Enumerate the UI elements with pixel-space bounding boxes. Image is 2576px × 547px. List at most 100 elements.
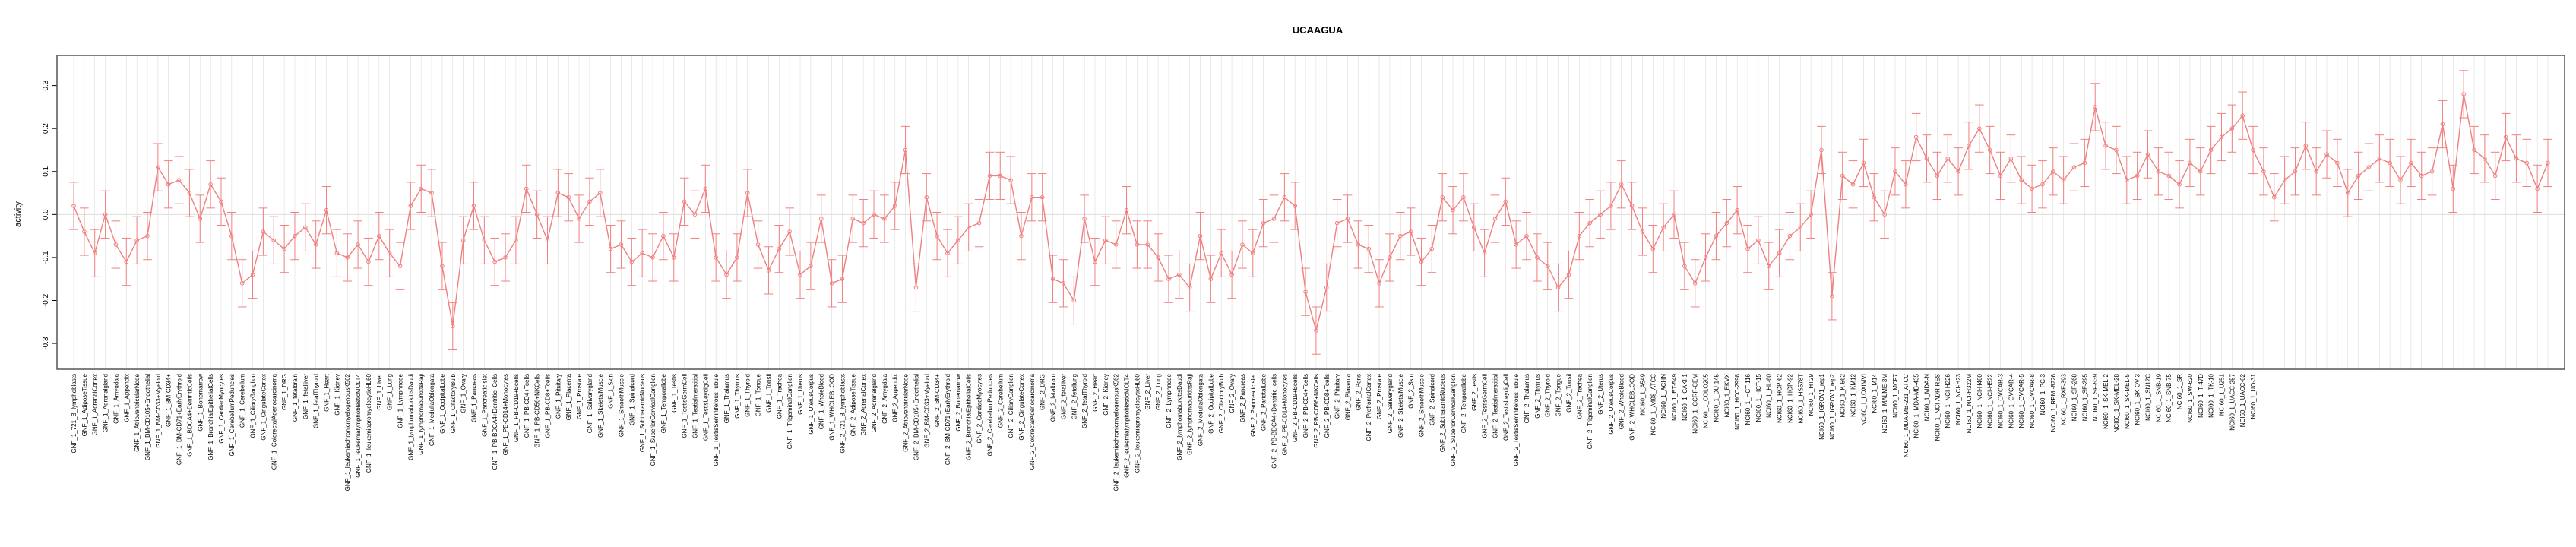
x-tick-label: GNF_2_Thalamus (1524, 374, 1530, 423)
data-point (2366, 165, 2372, 169)
data-point (798, 272, 802, 277)
data-point-group (1069, 276, 1079, 325)
x-tick-label: GNF_1_Amygdala (112, 373, 119, 423)
x-tick-label: GNF_1_SubthalamicNucleus (639, 374, 646, 452)
data-point-group (1974, 104, 1984, 153)
data-point-group (1995, 151, 2005, 201)
data-point (1429, 246, 1435, 251)
data-point (692, 212, 698, 217)
data-point-group (2132, 151, 2142, 201)
data-point (113, 242, 119, 247)
x-tick-label: GNF_1_leukemiachronicmyelogenousK562 (344, 373, 351, 491)
data-point (2271, 194, 2277, 200)
data-point (2030, 186, 2034, 191)
x-tick-label: NCI60_1_UACC-257 (2229, 373, 2236, 430)
data-point-group (2333, 138, 2342, 188)
data-point-group (869, 190, 878, 239)
data-point-group (206, 160, 215, 209)
data-point-group (2143, 130, 2153, 179)
data-point (587, 199, 592, 204)
data-point-group (448, 302, 457, 351)
x-tick-label: GNF_2_Prostate (1376, 373, 1383, 419)
x-tick-label: GNF_2_ColorectalAdenocarcinoma (1029, 373, 1036, 470)
data-point (1566, 272, 1571, 277)
data-point-group (2227, 104, 2237, 153)
data-point (1819, 147, 1824, 153)
x-tick-label: GNF_1_Appendix (123, 374, 130, 422)
data-point (735, 255, 739, 260)
x-tick-label: GNF_2_Pons (1355, 374, 1362, 410)
data-point (1440, 194, 1445, 200)
data-point (755, 242, 761, 247)
x-tick-label: GNF_2_TestisSeminiferousTubule (1513, 373, 1520, 466)
data-point (450, 324, 455, 329)
data-point-group (80, 207, 89, 256)
x-tick-label: NCI60_1_HCC-2998 (1734, 373, 1741, 429)
x-tick-label: NCI60_1_OVCAR-5 (2018, 373, 2025, 428)
x-tick-label: GNF_1_CardiacMyocytes (218, 374, 225, 444)
x-tick-label: GNF_1_UterusCorpus (808, 374, 815, 435)
data-point (2429, 169, 2435, 174)
data-point (1187, 285, 1192, 290)
y-tick-label: -0.2 (42, 293, 50, 307)
x-tick-label: GNF_1_PB-CD19+Bcells (513, 374, 520, 442)
x-tick-label: GNF_2_PB-CD4+Tcells (1302, 374, 1309, 438)
plot-frame (56, 55, 2565, 370)
x-tick-label: GNF_2_Thymus (1534, 374, 1541, 419)
x-tick-label: GNF_1_PB-BDCA4+Dentritic_Cells (492, 374, 498, 470)
data-point-group (343, 233, 353, 282)
data-point-group (1217, 229, 1226, 277)
data-point (1282, 194, 1287, 200)
data-point (2135, 173, 2140, 179)
data-point-group (185, 169, 195, 217)
x-tick-label: GNF_2_leukemialymphoblasticMOLT4 (1124, 373, 1131, 477)
data-point-group (1206, 255, 1216, 303)
data-point-group (2459, 70, 2468, 119)
data-point-group (2112, 125, 2121, 175)
data-point-group (269, 216, 279, 264)
data-point (671, 255, 676, 260)
data-point (1545, 264, 1550, 269)
x-tick-label: NCI60_1_SN12C (2144, 374, 2151, 421)
data-point-group (1911, 112, 1921, 162)
x-tick-label: GNF_2_testis (1471, 374, 1478, 411)
data-point-group (469, 182, 479, 230)
x-tick-label: GNF_1_Spinalcord (628, 374, 635, 425)
data-point-group (2427, 147, 2437, 196)
data-point-group (521, 164, 531, 213)
data-point-group (2195, 147, 2205, 196)
x-tick-label: NCI60_1_EKVX (1723, 373, 1730, 417)
data-point (924, 194, 929, 200)
data-point (324, 207, 329, 213)
data-point-group (1132, 220, 1142, 269)
data-point (1809, 212, 1813, 217)
data-point (356, 242, 360, 247)
data-point-group (300, 203, 310, 251)
data-point (1145, 242, 1150, 247)
data-point (1229, 272, 1234, 277)
data-point-group (490, 237, 500, 286)
data-point-group (479, 216, 489, 264)
data-point-group (1385, 233, 1394, 282)
data-point (913, 285, 919, 290)
data-point-group (2175, 160, 2184, 209)
data-point (1840, 173, 1845, 179)
data-point-group (2122, 156, 2131, 204)
data-point (2114, 147, 2119, 153)
x-tick-label: GNF_1_leukemialymphoblasticMOLT4 (355, 373, 362, 477)
data-point (703, 186, 708, 191)
x-tick-label: GNF_2_Pituitary (1334, 374, 1341, 419)
x-tick-label: NCI60_1_SF-539 (2092, 373, 2099, 421)
x-tick-label: GNF_2_Adrenalgland (871, 374, 878, 432)
data-point-group (1080, 194, 1089, 243)
data-point-group (2238, 91, 2248, 140)
data-point-group (2364, 143, 2374, 191)
x-tick-label: NCI60_1_A498_ATCC (1650, 374, 1657, 435)
data-point-group (195, 194, 205, 243)
data-point-group (648, 233, 657, 282)
x-tick-label: GNF_1_Pituitary (555, 374, 562, 419)
x-tick-label: GNF_1_OlfactoryBulb (450, 373, 457, 433)
data-point-group (111, 220, 121, 269)
data-point-group (627, 237, 637, 286)
data-point (956, 238, 960, 243)
